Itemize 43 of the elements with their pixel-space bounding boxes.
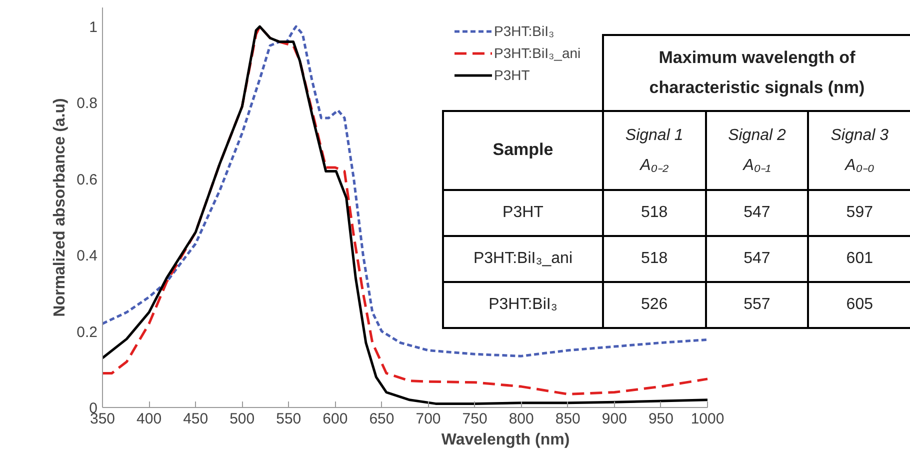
text: A₀₋₀ xyxy=(845,156,874,174)
annotation: A₀₋₂ xyxy=(640,156,669,174)
x-tick-label: 900 xyxy=(602,410,627,428)
legend-label: P3HT xyxy=(494,67,530,83)
legend-label: P3HT:BiI₃ xyxy=(494,23,554,39)
text: Signal 2 xyxy=(728,126,786,144)
x-tick-label: 550 xyxy=(276,410,302,428)
text: Signal 3 xyxy=(830,126,889,144)
annotation: P3HT:BiI₃_ani xyxy=(443,236,603,282)
text: 605 xyxy=(846,296,873,313)
annotation: 526 xyxy=(603,282,706,328)
y-tick-label: 0.4 xyxy=(76,248,98,265)
annotation: 518 xyxy=(603,236,706,282)
x-tick-label: 950 xyxy=(648,410,674,428)
text: A₀₋₁ xyxy=(743,156,771,174)
text: 547 xyxy=(744,204,770,221)
x-tick-label: 800 xyxy=(508,410,534,428)
text: 601 xyxy=(846,250,873,267)
x-tick-label: 850 xyxy=(555,410,580,428)
annotation: Signal 1 xyxy=(625,126,684,144)
text: 557 xyxy=(744,296,770,313)
x-tick-label: 450 xyxy=(183,410,208,428)
x-axis-title: Wavelength (nm) xyxy=(441,432,570,448)
text: 597 xyxy=(846,204,873,221)
x-tick-label: 650 xyxy=(369,410,394,428)
x-tick-label: 1000 xyxy=(690,410,724,428)
annotation: Maximum wavelength of characteristic signals (nm) xyxy=(603,35,910,111)
y-axis-title: Normalized absorbance (a.u) xyxy=(52,98,69,317)
x-tick-label: 600 xyxy=(322,410,348,428)
y-tick-label: 0.2 xyxy=(76,324,98,341)
y-tick-label: 0.8 xyxy=(76,95,98,112)
x-tick-label: 500 xyxy=(230,410,255,428)
text: 547 xyxy=(744,250,770,267)
legend-label: P3HT:BiI₃_ani xyxy=(494,45,581,61)
x-tick-label: 750 xyxy=(462,410,488,428)
annotation: Sample xyxy=(443,111,603,190)
y-tick-label: 1 xyxy=(89,19,98,36)
annotation: P3HT xyxy=(443,190,603,236)
annotation: 518 xyxy=(603,190,706,236)
x-tick-label: 700 xyxy=(416,410,441,428)
annotation: P3HT:BiI₃ xyxy=(443,282,603,328)
x-tick-label: 400 xyxy=(136,410,162,428)
y-tick-label: 0.6 xyxy=(76,171,98,188)
